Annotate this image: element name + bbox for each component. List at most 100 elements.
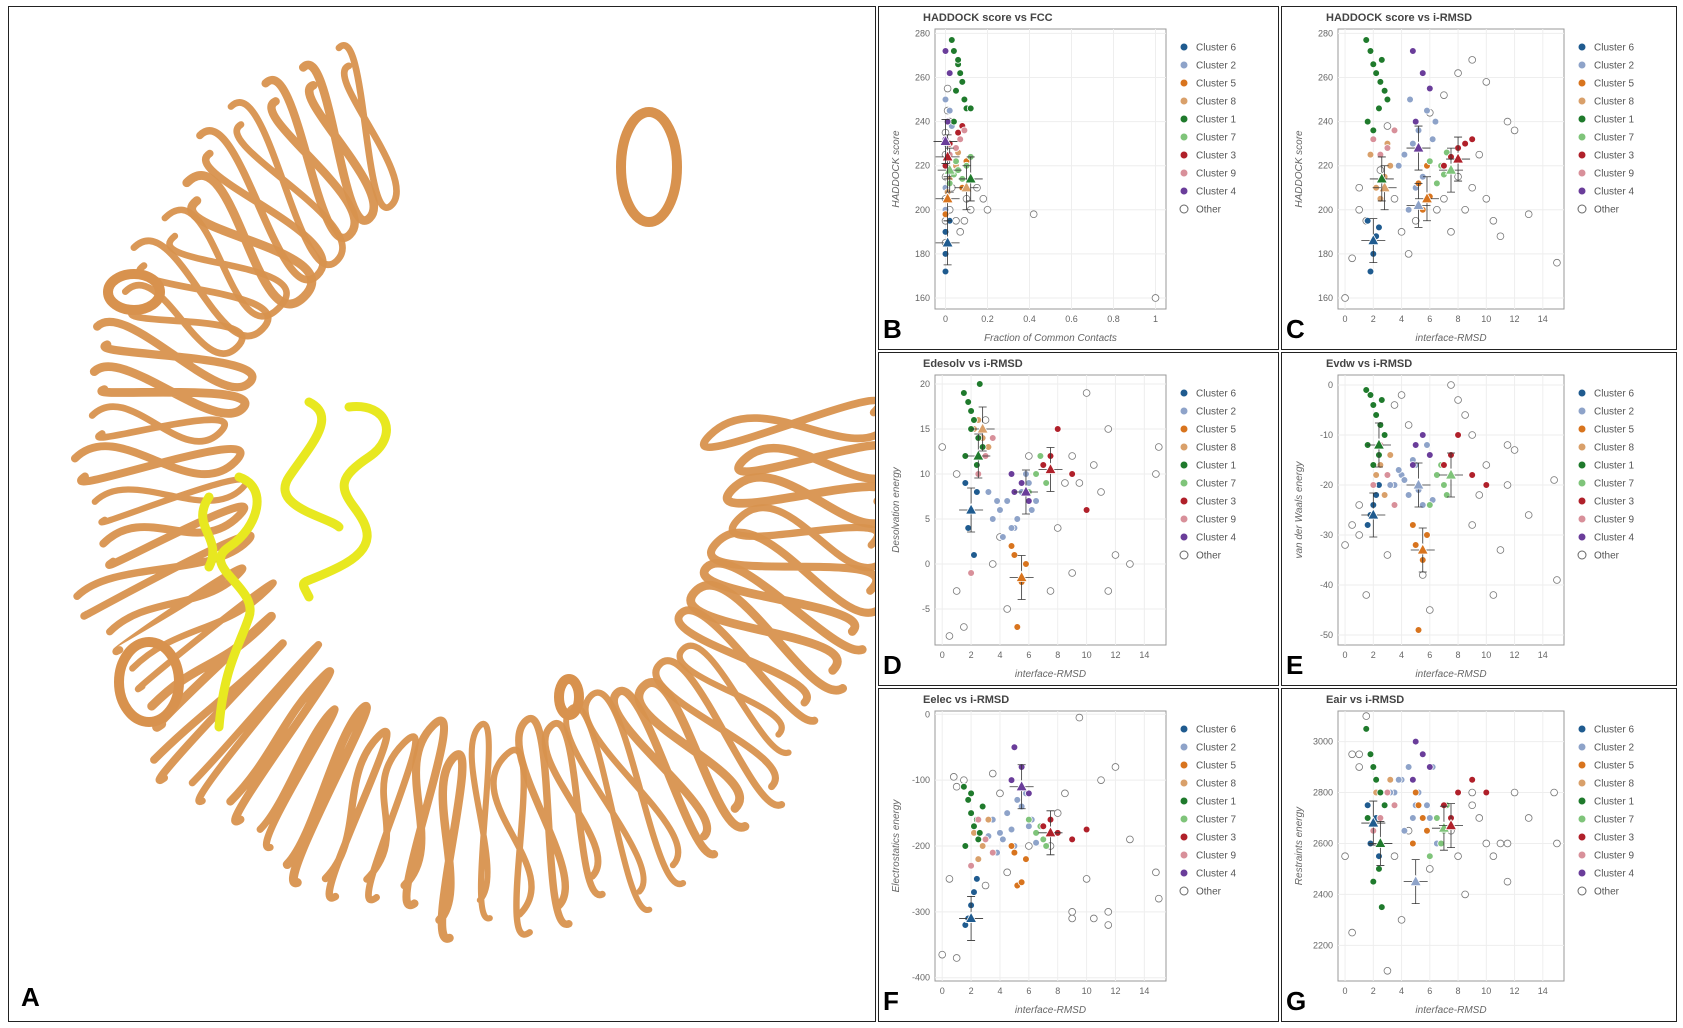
cluster-mean-marker: [943, 163, 956, 175]
data-point: [1454, 69, 1462, 77]
data-point: [1154, 894, 1163, 903]
protein-loop: [261, 76, 359, 242]
protein-ribbons: [70, 41, 875, 943]
legend-label: Cluster 8: [1196, 97, 1236, 108]
data-point: [1454, 852, 1462, 860]
legend-label: Cluster 9: [1594, 515, 1634, 526]
data-point: [1372, 69, 1380, 77]
x-tick-label: 0.4: [1023, 314, 1036, 324]
cluster-mean-marker: [960, 180, 973, 193]
y-tick-label: 220: [1318, 161, 1333, 171]
data-point: [1409, 47, 1417, 55]
data-point: [975, 380, 984, 388]
data-point: [1390, 801, 1399, 810]
protein-loop: [490, 746, 535, 938]
data-point: [1355, 763, 1363, 771]
legend-label: Cluster 2: [1196, 61, 1236, 72]
data-point: [1025, 452, 1033, 460]
data-point: [1377, 396, 1386, 404]
data-point: [1003, 605, 1011, 613]
data-point: [1475, 491, 1484, 499]
data-point: [961, 479, 970, 487]
panel-c-chart: HADDOCK score vs i-RMSD 0 2 4 6 8 10 12 14 160 180…: [1281, 6, 1677, 350]
data-point: [949, 773, 958, 781]
cluster-mean-marker: [1451, 152, 1465, 164]
data-point: [1362, 386, 1371, 394]
protein-loop: [227, 99, 346, 268]
legend-label: Cluster 9: [1594, 851, 1634, 862]
data-point: [1355, 501, 1363, 509]
x-tick-label: 14: [1538, 650, 1548, 660]
legend-swatch: [1577, 78, 1587, 88]
data-point: [1010, 848, 1019, 857]
data-point: [1550, 788, 1558, 797]
y-tick-label: 280: [915, 28, 930, 38]
y-tick-label: 2800: [1313, 788, 1333, 798]
legend-label: Cluster 2: [1196, 407, 1236, 418]
data-point: [1104, 908, 1113, 916]
data-point: [952, 217, 960, 225]
data-point: [1418, 571, 1427, 579]
protein-loop: [70, 442, 245, 486]
legend-swatch: [1577, 724, 1587, 734]
data-point: [943, 117, 952, 126]
y-axis-label: HADDOCK score: [1294, 130, 1305, 208]
data-point: [1489, 852, 1498, 860]
data-point: [960, 782, 968, 791]
data-point: [1400, 826, 1409, 835]
data-point: [1032, 470, 1040, 478]
data-point: [981, 416, 990, 424]
data-point: [952, 157, 960, 166]
legend-swatch: [1179, 114, 1189, 124]
data-point: [1553, 258, 1561, 267]
data-point: [1053, 425, 1062, 433]
legend-label: Cluster 7: [1196, 133, 1236, 144]
x-tick-label: 0: [1343, 986, 1348, 996]
legend-label: Cluster 8: [1594, 779, 1634, 790]
data-point: [1426, 501, 1434, 509]
cluster-mean-marker: [1367, 233, 1380, 246]
legend-label: Cluster 2: [1594, 743, 1634, 754]
chart-title: Edesolv vs i-RMSD: [923, 358, 1023, 370]
x-tick-label: 12: [1510, 650, 1520, 660]
protein-loop: [196, 127, 327, 284]
x-tick-label: 4: [997, 986, 1002, 996]
panel-g-chart: Eair vs i-RMSD 0 2 4 6 8 10 12 14 2200 2400 2600 280…: [1281, 688, 1677, 1022]
data-point: [988, 769, 997, 778]
data-point: [1418, 750, 1427, 759]
x-tick-label: 6: [1026, 986, 1031, 996]
data-point: [1090, 914, 1098, 923]
data-point: [1482, 788, 1491, 797]
x-tick-label: 0: [940, 986, 945, 996]
y-tick-label: -40: [1320, 580, 1333, 590]
legend-label: Cluster 3: [1196, 151, 1236, 162]
data-point: [1409, 775, 1417, 784]
data-point: [1503, 117, 1512, 126]
legend-swatch: [1179, 460, 1189, 470]
y-tick-label: 220: [915, 161, 930, 171]
data-point: [945, 875, 954, 883]
legend-swatch: [1577, 96, 1587, 106]
legend-swatch: [1179, 760, 1189, 770]
data-point: [1503, 441, 1512, 449]
y-tick-label: 0: [925, 559, 930, 569]
y-tick-label: -10: [1320, 430, 1333, 440]
legend-swatch: [1179, 814, 1189, 824]
data-point: [1461, 890, 1469, 899]
data-point: [1475, 814, 1484, 822]
data-point: [960, 217, 969, 225]
legend-label: Cluster 5: [1196, 425, 1236, 436]
data-point: [952, 470, 961, 478]
cluster-mean-marker: [964, 911, 978, 923]
data-point: [1496, 232, 1505, 241]
data-point: [1380, 491, 1389, 499]
x-tick-label: 0.8: [1107, 314, 1120, 324]
data-point: [1341, 541, 1349, 549]
data-point: [1355, 531, 1363, 539]
data-point: [1510, 126, 1519, 135]
data-point: [1036, 452, 1045, 460]
data-point: [1380, 801, 1389, 810]
data-point: [1369, 401, 1378, 409]
x-tick-label: 4: [1399, 650, 1404, 660]
y-tick-label: 3000: [1313, 737, 1333, 747]
